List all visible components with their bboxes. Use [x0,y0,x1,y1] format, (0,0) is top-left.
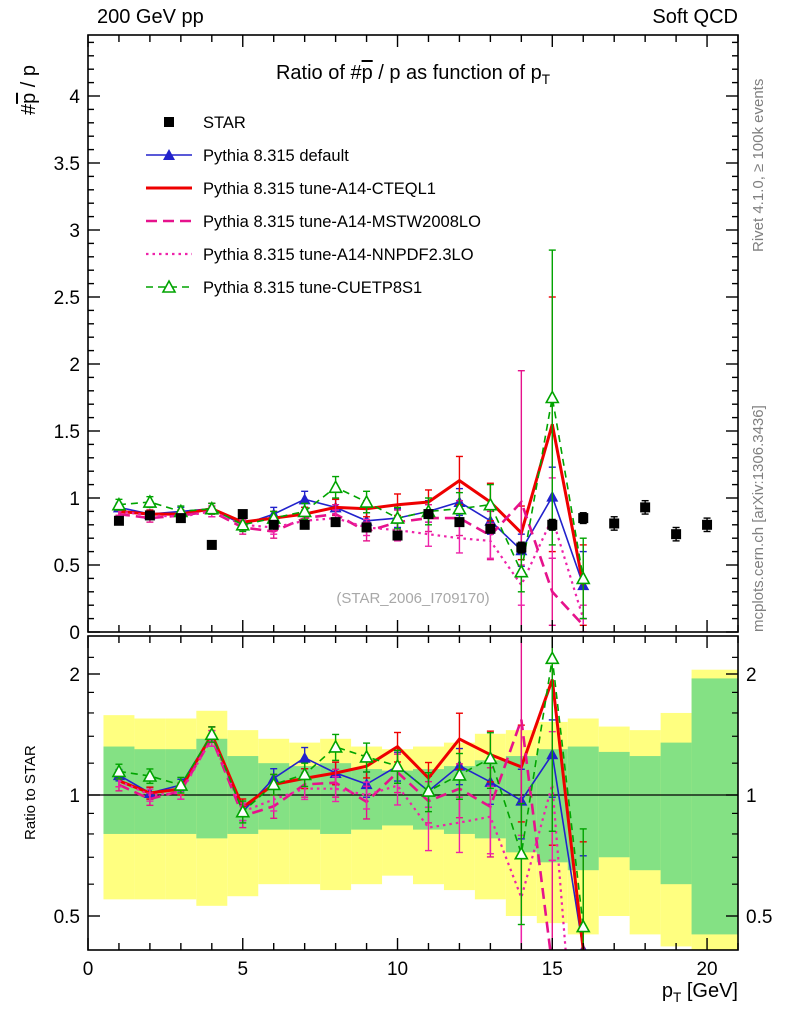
svg-text:0.5: 0.5 [746,907,772,928]
svg-text:0.5: 0.5 [54,556,80,577]
title-prefix: Ratio of # [275,62,362,84]
svg-text:Pythia 8.315 tune-A14-CTEQL1: Pythia 8.315 tune-A14-CTEQL1 [203,180,436,198]
svg-text:3: 3 [69,221,80,242]
svg-text:1.5: 1.5 [54,422,80,443]
svg-text:0: 0 [69,623,80,644]
svg-text:4: 4 [69,87,80,108]
svg-text:1: 1 [69,489,80,510]
svg-text:0: 0 [83,959,94,980]
svg-text:1: 1 [69,786,80,807]
svg-text:3.5: 3.5 [54,154,80,175]
svg-text:Pythia 8.315 tune-CUETP8S1: Pythia 8.315 tune-CUETP8S1 [203,279,422,297]
rivet-version-label: Rivet 4.1.0, ≥ 100k events [750,78,767,252]
svg-text:2: 2 [69,665,80,686]
svg-text:STAR: STAR [203,114,246,132]
title-pbar: p [361,62,373,84]
svg-text:1: 1 [746,786,757,807]
title-sub: T [541,72,551,87]
svg-text:2: 2 [69,355,80,376]
svg-text:0.5: 0.5 [54,907,80,928]
svg-text:20: 20 [696,959,717,980]
plot-title: Ratio of #p / p as function of pT [88,62,738,87]
svg-text:5: 5 [237,959,248,980]
title-mid: / p as function of p [372,62,542,84]
svg-text:15: 15 [542,959,563,980]
analysis-id-watermark: (STAR_2006_I709170) [336,590,490,607]
header-beam-energy: 200 GeV pp [97,6,204,28]
svg-text:Pythia 8.315 tune-A14-NNPDF2.3: Pythia 8.315 tune-A14-NNPDF2.3LO [203,246,474,264]
mcplots-credit-label: mcplots.cern.ch [arXiv:1306.3436] [750,405,767,632]
svg-text:Pythia 8.315 tune-A14-MSTW2008: Pythia 8.315 tune-A14-MSTW2008LO [203,213,481,231]
svg-text:Pythia 8.315 default: Pythia 8.315 default [203,147,349,165]
y-axis-label-ratio: Ratio to STAR [22,745,39,840]
svg-text:2: 2 [746,665,757,686]
header-process-group: Soft QCD [652,6,738,28]
y-axis-label-main: #p / p [18,64,40,115]
svg-text:2.5: 2.5 [54,288,80,309]
x-axis-label: pT [GeV] [661,980,738,1005]
svg-text:10: 10 [387,959,408,980]
